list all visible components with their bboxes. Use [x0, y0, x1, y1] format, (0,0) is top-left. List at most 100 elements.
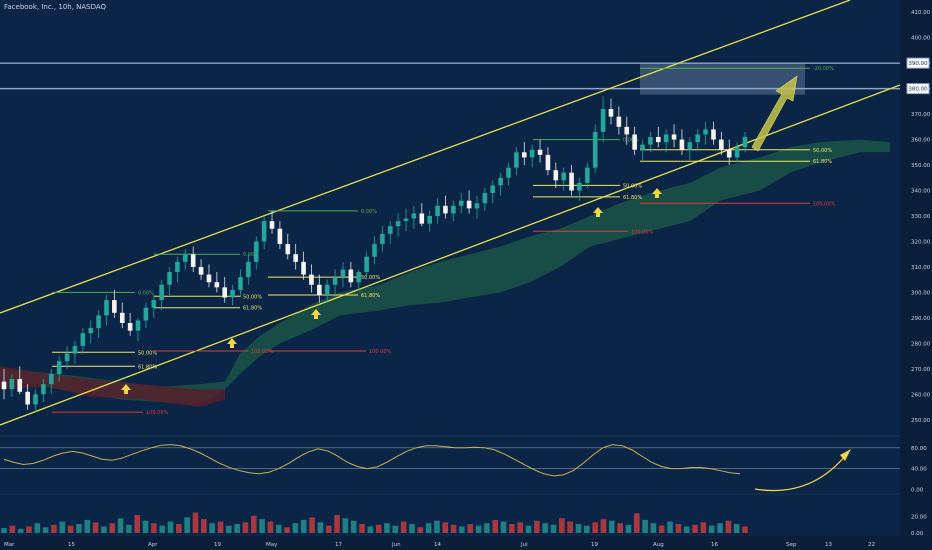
candle-body	[198, 266, 204, 275]
volume-bar	[584, 525, 590, 533]
volume-bar	[300, 519, 307, 533]
candle-body	[695, 134, 701, 143]
candle-body	[277, 228, 283, 245]
candle-body	[183, 254, 188, 262]
volume-bar	[151, 523, 157, 533]
volume-bar	[217, 521, 224, 533]
candle-body	[190, 254, 196, 267]
volume-bar	[725, 520, 732, 533]
candle-body	[151, 300, 157, 308]
time-tick: 16	[711, 542, 718, 548]
volume-bar	[625, 524, 632, 533]
candle-body	[364, 256, 369, 273]
volume-bar	[417, 527, 424, 533]
volume-bar	[567, 521, 573, 533]
candle-body	[356, 272, 362, 283]
candle-body	[411, 213, 417, 219]
candle-body	[332, 277, 338, 285]
osc-tick: 40.00	[911, 467, 927, 473]
volume-bar	[201, 519, 207, 533]
up-arrow-icon	[593, 207, 603, 217]
fib-label: 50.00%	[243, 294, 262, 300]
candle-body	[435, 205, 440, 216]
volume-bar	[400, 521, 407, 533]
volume-bar	[442, 522, 449, 533]
time-tick: Jun	[391, 542, 401, 548]
fib-label: 50.00%	[813, 148, 832, 154]
volume-bar	[600, 519, 607, 533]
candle-body	[41, 384, 46, 395]
volume-tick: 20.00	[911, 515, 927, 521]
candle-body	[48, 373, 54, 385]
candle-body	[261, 221, 267, 242]
volume-bar	[475, 525, 482, 533]
level-tag	[906, 57, 930, 69]
volume-bar	[592, 522, 598, 533]
volume-bar	[84, 519, 91, 533]
candle-body	[238, 277, 243, 290]
up-arrow-icon	[311, 309, 321, 319]
volume-bar	[633, 513, 640, 533]
volume-bar	[617, 523, 623, 533]
candle-body	[324, 284, 330, 295]
candle-body	[466, 200, 472, 209]
up-arrow-icon	[227, 338, 237, 348]
candle-body	[253, 241, 259, 262]
candle-body	[632, 134, 637, 150]
volume-bar	[525, 525, 532, 533]
volume-bar	[267, 521, 274, 533]
volume-bar	[392, 525, 399, 533]
volume-bar	[292, 523, 299, 533]
time-tick: May	[266, 542, 278, 548]
time-tick: Sep	[786, 542, 797, 548]
candle-body	[206, 274, 212, 283]
volume-bar	[42, 527, 49, 533]
volume-bar	[192, 512, 199, 533]
fib-label: 50.00%	[361, 275, 380, 281]
volume-bar	[134, 515, 141, 533]
candle-body	[711, 129, 716, 140]
candle-body	[592, 131, 598, 168]
volume-bar	[425, 523, 432, 533]
candle-body	[506, 167, 511, 178]
volume-bar	[509, 524, 515, 533]
fib-label: 61.80%	[361, 293, 380, 299]
volume-bar	[234, 524, 240, 533]
fib-label: 61.80%	[243, 306, 262, 312]
volume-bar	[667, 521, 673, 533]
volume-bar	[484, 523, 490, 533]
volume-bar	[209, 523, 215, 533]
price-tick: 400.00	[911, 36, 931, 42]
candle-body	[119, 312, 125, 323]
candle-body	[159, 284, 164, 301]
level-tag	[906, 83, 930, 95]
time-tick: Mar	[4, 542, 15, 548]
time-tick: 22	[868, 542, 875, 548]
candle-body	[372, 244, 377, 257]
candle-body	[427, 216, 432, 224]
volume-bar	[608, 520, 615, 533]
time-axis-panel	[0, 536, 932, 550]
volume-bar	[683, 526, 690, 533]
volume-bar	[142, 520, 149, 533]
candle-body	[17, 379, 23, 392]
volume-bar	[733, 524, 740, 533]
volume-bar	[542, 523, 548, 533]
candle-body	[640, 144, 645, 150]
volume-bar	[250, 515, 257, 533]
oscillator-line	[3, 444, 741, 477]
candle-body	[585, 167, 590, 183]
channel-upper-line	[0, 0, 851, 314]
price-tick: 280.00	[911, 341, 931, 347]
candle-body	[175, 261, 180, 273]
candle-body	[537, 149, 543, 155]
candle-body	[127, 323, 133, 331]
candle-body	[9, 379, 15, 390]
volume-bar	[51, 524, 57, 533]
candle-body	[719, 139, 724, 150]
candle-body	[112, 300, 117, 313]
volume-bar	[92, 522, 99, 533]
volume-bar	[575, 524, 582, 533]
candle-body	[734, 147, 740, 158]
